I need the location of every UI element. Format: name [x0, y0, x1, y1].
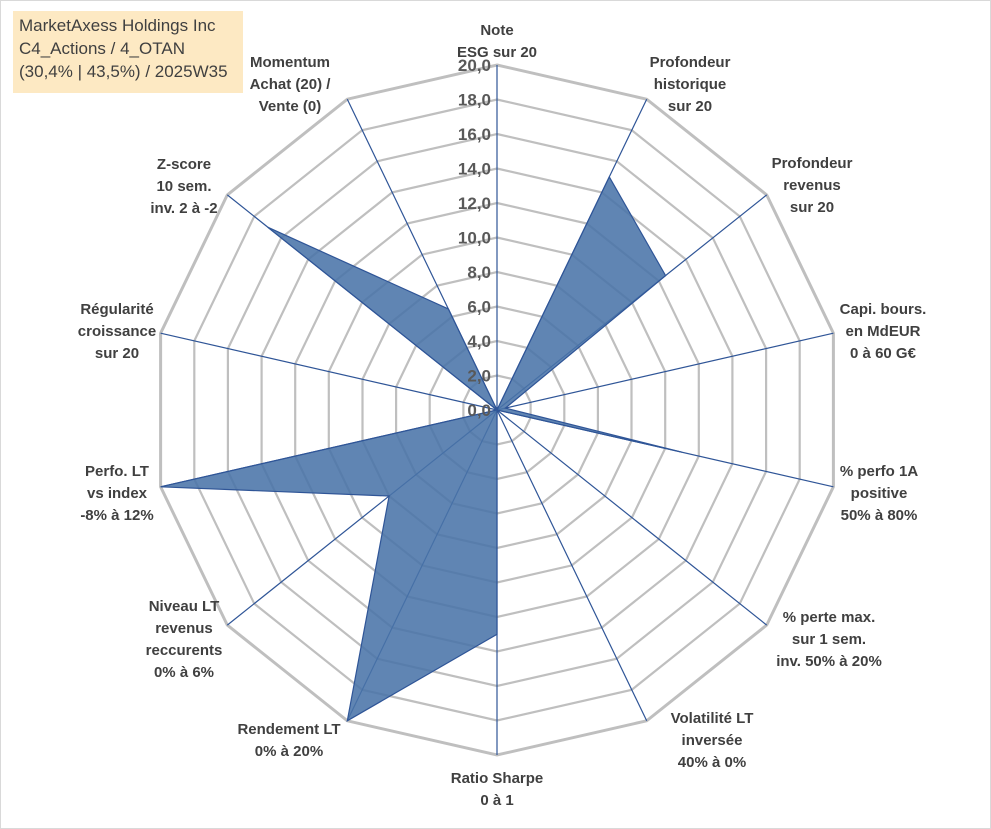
- axis-label-line: % perte max.: [783, 609, 876, 626]
- axis-label-line: sur 1 sem.: [792, 631, 866, 648]
- axis-label-line: 50% à 80%: [841, 507, 918, 524]
- axis-label: Momentum Achat (20) / Vente (0): [250, 54, 332, 115]
- axis-label-line: Ratio Sharpe: [451, 770, 544, 787]
- tick-label: 4,0: [467, 332, 491, 351]
- tick-label: 0,0: [467, 401, 491, 420]
- axis-label: Z-score 10 sem. inv. 2 à -2: [150, 156, 217, 217]
- axis-label-line: vs index: [87, 485, 148, 502]
- axis-label-line: inv. 2 à -2: [150, 200, 217, 217]
- axis-label-line: Régularité: [80, 301, 153, 318]
- axis-label: Profondeur revenus sur 20: [772, 155, 853, 216]
- axis-label-line: 0% à 20%: [255, 743, 323, 760]
- axis-label: Perfo. LT vs index -8% à 12%: [80, 463, 153, 524]
- axis-label-line: Vente (0): [259, 98, 322, 115]
- axis-label-line: 0 à 1: [480, 792, 513, 809]
- axis-label-line: Volatilité LT: [671, 710, 754, 727]
- axis-label-line: Perfo. LT: [85, 463, 149, 480]
- axis-label-line: reccurents: [146, 642, 223, 659]
- axis-label-line: inversée: [682, 732, 743, 749]
- axis-label-line: revenus: [783, 177, 841, 194]
- axis-spoke: [496, 409, 648, 722]
- axis-label-line: -8% à 12%: [80, 507, 153, 524]
- axis-label-line: % perfo 1A: [840, 463, 919, 480]
- axis-spoke: [496, 332, 834, 411]
- axis-label: Rendement LT 0% à 20%: [237, 721, 340, 760]
- axis-label: % perte max. sur 1 sem. inv. 50% à 20%: [776, 609, 882, 670]
- axis-spoke: [496, 409, 768, 626]
- tick-label: 16,0: [458, 125, 491, 144]
- axis-label: % perfo 1A positive 50% à 80%: [840, 463, 919, 524]
- axis-label-line: sur 20: [95, 345, 139, 362]
- tick-label: 2,0: [467, 367, 491, 386]
- axis-label: Note ESG sur 20: [457, 22, 537, 61]
- axis-label: Ratio Sharpe 0 à 1: [451, 770, 544, 809]
- axis-label-line: 40% à 0%: [678, 754, 746, 771]
- axis-label: Niveau LT revenus reccurents 0% à 6%: [146, 598, 223, 681]
- axis-label-line: Achat (20) /: [250, 76, 332, 93]
- axis-label-line: Rendement LT: [237, 721, 340, 738]
- axis-label-line: Z-score: [157, 156, 211, 173]
- axis-label-line: 10 sem.: [156, 178, 211, 195]
- axis-label-line: ESG sur 20: [457, 44, 537, 61]
- data-area: [160, 175, 683, 722]
- axis-label-line: 0 à 60 G€: [850, 345, 917, 362]
- tick-label: 20,0: [458, 56, 491, 75]
- tick-label: 18,0: [458, 91, 491, 110]
- axis-label-line: Note: [480, 22, 513, 39]
- axis-label-line: en MdEUR: [846, 323, 921, 340]
- axis-label-line: 0% à 6%: [154, 664, 214, 681]
- axis-label-line: Niveau LT: [149, 598, 220, 615]
- axis-label-line: Profondeur: [772, 155, 853, 172]
- title-company: MarketAxess Holdings Inc: [19, 16, 216, 35]
- chart-title-box: MarketAxess Holdings Inc C4_Actions / 4_…: [13, 11, 243, 93]
- series-area: [160, 175, 683, 722]
- axis-label: Volatilité LT inversée 40% à 0%: [671, 710, 754, 771]
- radial-tick-labels: 0,0 2,0 4,0 6,0 8,0 10,0 12,0 14,0 16,0 18,0 20,0: [458, 56, 491, 420]
- title-scores: (30,4% | 43,5%) / 2025W35: [19, 62, 228, 81]
- axis-label-line: historique: [654, 76, 727, 93]
- tick-label: 10,0: [458, 229, 491, 248]
- axis-label: Profondeur historique sur 20: [650, 54, 731, 115]
- axis-label-line: croissance: [78, 323, 156, 340]
- axis-label-line: revenus: [155, 620, 213, 637]
- tick-label: 8,0: [467, 263, 491, 282]
- tick-label: 6,0: [467, 298, 491, 317]
- axis-label: Régularité croissance sur 20: [78, 301, 156, 362]
- axis-labels: Note ESG sur 20 Profondeur historique sur 20…: [78, 22, 927, 809]
- axis-spoke: [160, 332, 498, 411]
- axis-label-line: inv. 50% à 20%: [776, 653, 882, 670]
- tick-label: 12,0: [458, 194, 491, 213]
- title-category: C4_Actions / 4_OTAN: [19, 39, 185, 58]
- axis-label-line: Capi. bours.: [840, 301, 927, 318]
- axis-label-line: positive: [851, 485, 908, 502]
- axis-label: Capi. bours. en MdEUR 0 à 60 G€: [840, 301, 927, 362]
- axis-label-line: Momentum: [250, 54, 330, 71]
- axis-label-line: sur 20: [668, 98, 712, 115]
- axis-label-line: sur 20: [790, 199, 834, 216]
- axis-label-line: Profondeur: [650, 54, 731, 71]
- tick-label: 14,0: [458, 160, 491, 179]
